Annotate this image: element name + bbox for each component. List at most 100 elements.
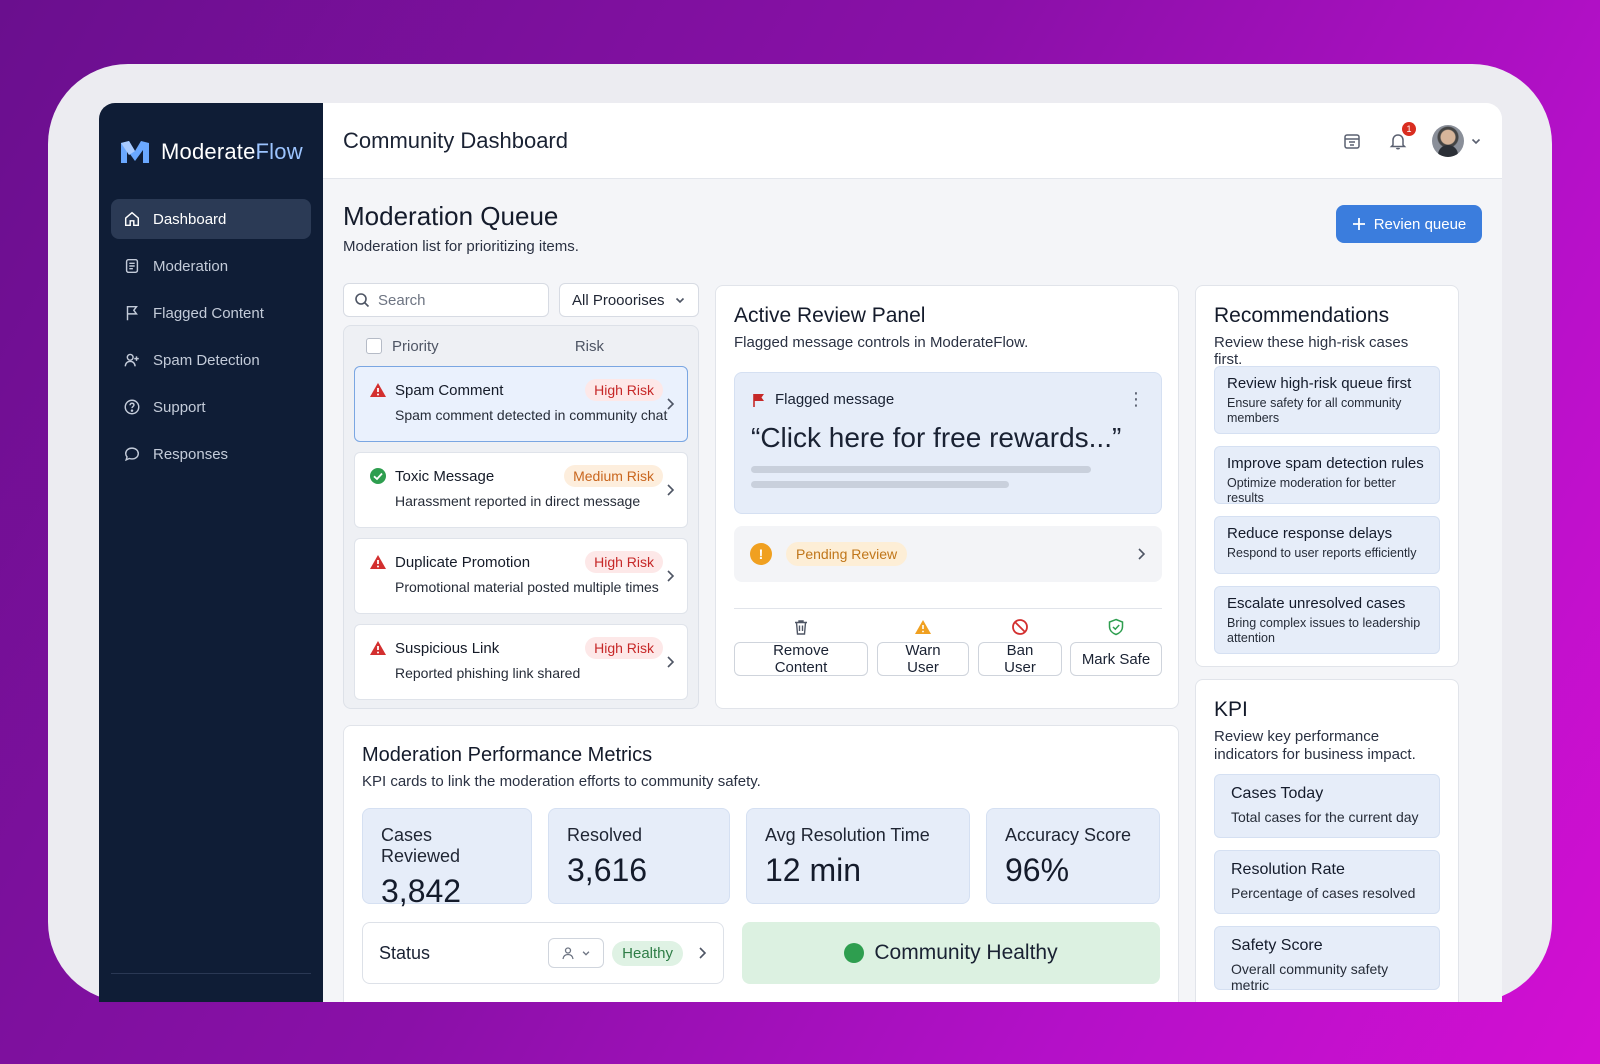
alert-triangle-icon bbox=[370, 641, 386, 655]
recommendation-desc: Optimize moderation for better results bbox=[1227, 476, 1396, 505]
metric-value: 12 min bbox=[765, 852, 862, 888]
status-badge: Healthy bbox=[612, 940, 683, 966]
performance-metrics-panel: Moderation Performance Metrics KPI cards… bbox=[343, 725, 1179, 1002]
recommendation-title: Improve spam detection rules bbox=[1227, 455, 1424, 472]
priority-filter-value: All Prooorises bbox=[572, 291, 665, 309]
panel-subtitle: Flagged message controls in ModerateFlow… bbox=[734, 334, 1029, 351]
section-subtitle: Moderation list for prioritizing items. bbox=[343, 238, 579, 255]
warn-user-action: Warn User bbox=[877, 618, 969, 676]
queue-item[interactable]: Duplicate Promotion High Risk Promotiona… bbox=[354, 538, 688, 614]
recommendation-item[interactable]: Improve spam detection rules Optimize mo… bbox=[1214, 446, 1440, 505]
priority-filter[interactable]: All Prooorises bbox=[559, 283, 699, 317]
mark-safe-button[interactable]: Mark Safe bbox=[1070, 642, 1162, 676]
kpi-panel: KPI Review key performance indicators fo… bbox=[1195, 679, 1459, 1002]
queue-item[interactable]: Toxic Message Medium Risk Harassment rep… bbox=[354, 452, 688, 528]
sidebar-item-support[interactable]: Support bbox=[111, 387, 311, 427]
user-icon bbox=[562, 947, 574, 960]
status-card[interactable]: Status Healthy bbox=[362, 922, 724, 984]
queue-item-desc: Reported phishing link shared bbox=[395, 665, 581, 681]
ban-user-action: Ban User bbox=[978, 618, 1062, 676]
queue-item[interactable]: Suspicious Link High Risk Reported phish… bbox=[354, 624, 688, 700]
recommendation-item[interactable]: Escalate unresolved cases Bring complex … bbox=[1214, 586, 1440, 654]
metric-label: Avg Resolution Time bbox=[765, 825, 930, 845]
brand-logo[interactable]: ModerateFlow bbox=[99, 103, 323, 177]
remove-content-button[interactable]: Remove Content bbox=[734, 642, 868, 676]
chat-bubble-icon bbox=[124, 447, 140, 462]
kpi-title: Resolution Rate bbox=[1231, 861, 1345, 878]
kpi-item[interactable]: Cases Today Total cases for the current … bbox=[1214, 774, 1440, 838]
calendar-button[interactable] bbox=[1340, 129, 1364, 153]
kpi-desc: Total cases for the current day bbox=[1231, 809, 1419, 825]
queue-list-header: Priority Risk bbox=[344, 326, 698, 366]
recommendation-title: Review high-risk queue first bbox=[1227, 375, 1412, 392]
recommendation-desc: Ensure safety for all community members bbox=[1227, 396, 1402, 425]
document-icon bbox=[125, 258, 139, 274]
sidebar-item-label: Dashboard bbox=[153, 210, 227, 228]
metric-card-avg-resolution-time: Avg Resolution Time 12 min bbox=[746, 808, 970, 904]
ban-icon bbox=[1012, 619, 1028, 635]
chevron-right-icon bbox=[667, 398, 675, 410]
queue-header: Moderation Queue Moderation list for pri… bbox=[343, 201, 579, 255]
mark-safe-action: Mark Safe bbox=[1070, 618, 1162, 676]
flagged-message-label: Flagged message bbox=[775, 391, 895, 408]
select-all-checkbox[interactable] bbox=[366, 338, 382, 354]
trash-icon bbox=[795, 620, 807, 635]
section-title: Moderation Queue bbox=[343, 201, 559, 231]
user-plus-icon bbox=[124, 353, 139, 367]
column-risk: Risk bbox=[574, 337, 604, 355]
sidebar-item-moderation[interactable]: Moderation bbox=[111, 246, 311, 286]
metric-label: Accuracy Score bbox=[1005, 825, 1132, 845]
recommendation-title: Escalate unresolved cases bbox=[1227, 595, 1406, 612]
metric-label: Resolved bbox=[567, 825, 643, 845]
recommendation-desc: Respond to user reports efficiently bbox=[1227, 546, 1417, 560]
kpi-desc: Overall community safety metric bbox=[1231, 961, 1389, 993]
review-queue-button[interactable]: Revien queue bbox=[1336, 205, 1482, 243]
status-user-select[interactable] bbox=[548, 938, 605, 968]
top-actions: 1 bbox=[1340, 121, 1482, 157]
pending-review-badge: Pending Review bbox=[786, 542, 908, 566]
flag-icon bbox=[126, 305, 138, 321]
risk-badge: High Risk bbox=[585, 551, 663, 573]
warn-user-button[interactable]: Warn User bbox=[877, 642, 969, 676]
recommendation-title: Reduce response delays bbox=[1227, 525, 1393, 542]
ban-user-button[interactable]: Ban User bbox=[978, 642, 1062, 676]
alert-triangle-icon bbox=[370, 383, 386, 397]
queue-item-title: Duplicate Promotion bbox=[395, 553, 531, 571]
sidebar-item-label: Support bbox=[153, 398, 206, 416]
search-box bbox=[343, 283, 549, 317]
flagged-message-card: Flagged message ⋮ “Click here for free r… bbox=[734, 372, 1162, 514]
user-menu[interactable] bbox=[1432, 124, 1482, 157]
queue-list: Priority Risk Spam Comment High Risk Spa… bbox=[343, 325, 699, 709]
panel-title: Active Review Panel bbox=[734, 304, 926, 327]
queue-item[interactable]: Spam Comment High Risk Spam comment dete… bbox=[354, 366, 688, 442]
remove-content-action: Remove Content bbox=[734, 618, 868, 676]
text-placeholder-line bbox=[751, 466, 1091, 473]
app-window: ModerateFlow Dashboard Moderation Flagge… bbox=[99, 103, 1502, 1002]
chevron-right-icon bbox=[1138, 548, 1146, 560]
home-icon bbox=[124, 211, 140, 227]
kpi-item[interactable]: Resolution Rate Percentage of cases reso… bbox=[1214, 850, 1440, 914]
kpi-item[interactable]: Safety Score Overall community safety me… bbox=[1214, 926, 1440, 993]
sidebar-item-responses[interactable]: Responses bbox=[111, 434, 311, 474]
actions-divider bbox=[734, 608, 1162, 609]
sidebar-item-spam-detection[interactable]: Spam Detection bbox=[111, 340, 311, 380]
notifications-button[interactable]: 1 bbox=[1386, 121, 1416, 153]
main-content: Community Dashboard 1 Moderation Queue M… bbox=[323, 103, 1502, 1002]
kpi-title: Cases Today bbox=[1231, 785, 1324, 802]
sidebar-item-dashboard[interactable]: Dashboard bbox=[111, 199, 311, 239]
flag-icon bbox=[753, 393, 764, 407]
sidebar-item-flagged-content[interactable]: Flagged Content bbox=[111, 293, 311, 333]
recommendation-item[interactable]: Reduce response delays Respond to user r… bbox=[1214, 516, 1440, 574]
chevron-right-icon bbox=[667, 656, 675, 668]
panel-subtitle: Review these high-risk cases first. bbox=[1214, 334, 1409, 368]
recommendation-item[interactable]: Review high-risk queue first Ensure safe… bbox=[1214, 366, 1440, 434]
metric-value: 96% bbox=[1005, 852, 1070, 888]
text-placeholder-line bbox=[751, 481, 1009, 488]
more-options-icon[interactable]: ⋮ bbox=[1127, 389, 1145, 409]
kpi-desc: Percentage of cases resolved bbox=[1231, 885, 1416, 901]
logo-mark-icon bbox=[121, 141, 149, 163]
pending-review-row[interactable]: ! Pending Review bbox=[734, 526, 1162, 582]
warning-triangle-icon bbox=[915, 620, 931, 634]
metric-label: Cases Reviewed bbox=[381, 825, 461, 866]
search-input[interactable] bbox=[378, 291, 528, 309]
